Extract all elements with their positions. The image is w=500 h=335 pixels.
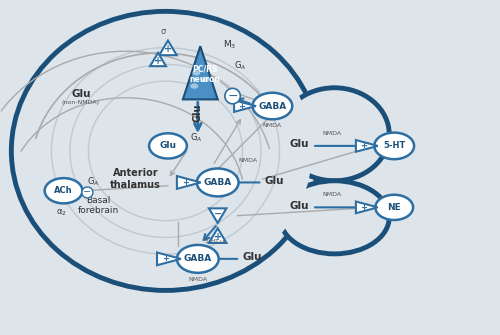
Text: +: + <box>360 203 367 212</box>
Circle shape <box>149 133 187 158</box>
Text: σ: σ <box>160 27 166 36</box>
Text: GABA: GABA <box>258 102 286 111</box>
Ellipse shape <box>290 94 380 174</box>
Ellipse shape <box>19 16 312 285</box>
Text: −: − <box>214 209 222 219</box>
Text: +: + <box>164 44 172 54</box>
Text: Glu: Glu <box>160 141 176 150</box>
Text: M$_3$: M$_3$ <box>222 38 236 51</box>
Text: G$_A$: G$_A$ <box>234 60 246 72</box>
Text: (non-NMDA): (non-NMDA) <box>62 100 100 105</box>
Text: Glu: Glu <box>290 201 310 211</box>
Polygon shape <box>209 228 226 243</box>
Text: +: + <box>182 178 189 187</box>
Text: Glu: Glu <box>242 252 262 262</box>
Text: NMDA: NMDA <box>188 277 208 282</box>
Text: 5-HT$_{2A}$: 5-HT$_{2A}$ <box>204 237 227 246</box>
Text: GABA: GABA <box>184 254 212 263</box>
Text: G$_A$: G$_A$ <box>190 131 202 144</box>
Text: Basal
forebrain: Basal forebrain <box>78 196 119 215</box>
Circle shape <box>192 70 200 75</box>
Text: 5-HT: 5-HT <box>383 141 406 150</box>
Circle shape <box>44 178 82 203</box>
Polygon shape <box>356 140 378 152</box>
Text: ACh: ACh <box>54 186 73 195</box>
Circle shape <box>202 77 209 82</box>
Text: +: + <box>360 141 367 150</box>
Polygon shape <box>150 53 166 66</box>
Circle shape <box>374 133 414 159</box>
Text: NMDA: NMDA <box>238 158 257 163</box>
Ellipse shape <box>290 188 380 247</box>
Text: +: + <box>162 254 169 263</box>
Text: Glu: Glu <box>290 139 310 149</box>
Text: NMDA: NMDA <box>263 123 282 128</box>
Polygon shape <box>159 41 176 55</box>
Ellipse shape <box>12 11 320 290</box>
Circle shape <box>177 245 218 273</box>
Text: PC/RS
neuron: PC/RS neuron <box>190 65 220 84</box>
Text: α$_2$: α$_2$ <box>56 207 66 218</box>
Text: +: + <box>154 56 162 66</box>
Polygon shape <box>209 208 226 223</box>
Circle shape <box>190 83 198 89</box>
Text: +: + <box>238 102 245 111</box>
Text: Glu: Glu <box>193 104 203 122</box>
Ellipse shape <box>280 181 389 254</box>
Polygon shape <box>183 46 218 99</box>
Polygon shape <box>356 202 378 213</box>
Text: Anterior
thalamus: Anterior thalamus <box>110 168 161 190</box>
Text: NE: NE <box>388 203 401 212</box>
Text: G$_A$: G$_A$ <box>88 175 100 188</box>
Text: Glu: Glu <box>71 89 90 99</box>
Text: NMDA: NMDA <box>322 192 342 197</box>
Polygon shape <box>177 176 201 189</box>
Polygon shape <box>157 253 181 265</box>
Circle shape <box>252 93 292 119</box>
Text: −: − <box>84 187 92 197</box>
Circle shape <box>197 169 238 196</box>
Polygon shape <box>234 100 256 112</box>
Circle shape <box>376 195 413 220</box>
Text: GABA: GABA <box>204 178 232 187</box>
Text: −: − <box>228 89 238 103</box>
Ellipse shape <box>280 88 389 181</box>
Text: Glu: Glu <box>265 176 284 186</box>
Text: +: + <box>214 232 222 242</box>
Text: NMDA: NMDA <box>322 131 342 136</box>
